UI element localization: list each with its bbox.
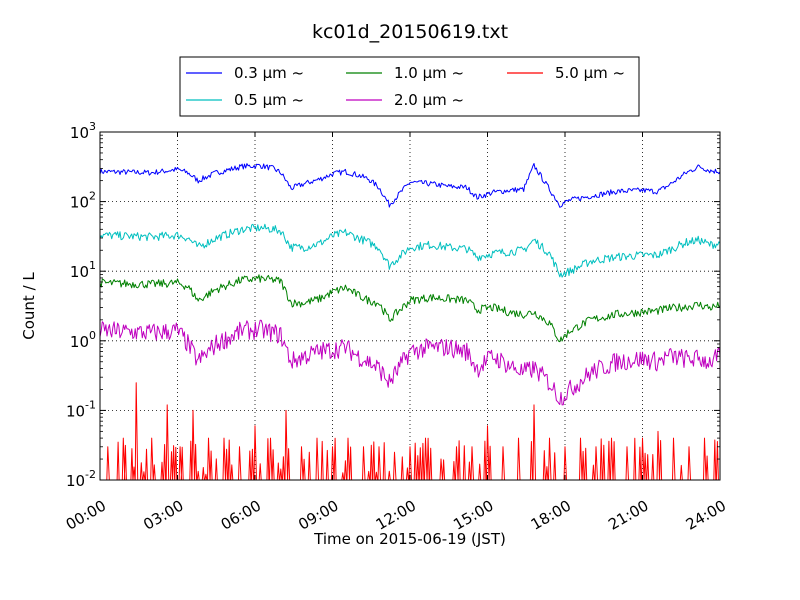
legend-entry-0-3: 0.3 μm ~ — [186, 64, 304, 82]
legend: 0.3 μm ~ 0.5 μm ~ 1.0 μm ~ 2.0 μm ~ 5.0 μm ~ — [179, 56, 640, 117]
legend-entry-2-0: 2.0 μm ~ — [346, 91, 464, 109]
legend-entry-1-0: 1.0 μm ~ — [346, 64, 464, 82]
x-axis-label: Time on 2015-06-19 (JST) — [313, 530, 506, 548]
series-0-5-line — [99, 223, 721, 278]
x-tick-labels: 00:00 03:00 06:00 09:00 12:00 15:00 18:00 21:00… — [63, 497, 729, 534]
legend-entry-0-5: 0.5 μm ~ — [186, 91, 304, 109]
y-tick-label: 101 — [70, 259, 96, 281]
y-tick-label: 103 — [70, 120, 96, 142]
chart-title: kc01d_20150619.txt — [312, 21, 508, 43]
x-tick-label: 18:00 — [528, 497, 574, 534]
legend-entry-5-0: 5.0 μm ~ — [507, 64, 625, 82]
series-1-0-line — [99, 274, 721, 343]
legend-label: 2.0 μm ~ — [394, 91, 464, 109]
grid — [100, 132, 720, 480]
y-tick-label: 100 — [70, 329, 96, 351]
legend-label: 0.3 μm ~ — [234, 64, 304, 82]
x-tick-label: 00:00 — [63, 497, 109, 534]
x-tick-label: 03:00 — [140, 497, 186, 534]
y-tick-label: 10-1 — [66, 398, 96, 420]
plot-area — [99, 131, 721, 481]
x-tick-label: 15:00 — [450, 497, 496, 534]
y-tick-label: 10-2 — [66, 468, 96, 490]
x-tick-label: 06:00 — [218, 497, 264, 534]
y-tick-labels: 10-2 10-1 100 101 102 103 — [66, 120, 96, 490]
ticks — [99, 131, 721, 481]
x-tick-label: 09:00 — [295, 497, 341, 534]
legend-label: 5.0 μm ~ — [555, 64, 625, 82]
y-tick-label: 102 — [70, 190, 96, 212]
series-2-0-line — [99, 319, 721, 406]
x-tick-label: 12:00 — [373, 497, 419, 534]
legend-entries: 0.3 μm ~ 0.5 μm ~ 1.0 μm ~ 2.0 μm ~ 5.0 μm ~ — [186, 64, 625, 109]
series-0-3-line — [99, 163, 721, 208]
legend-frame — [179, 56, 640, 117]
x-tick-label: 21:00 — [605, 497, 651, 534]
x-tick-label: 24:00 — [683, 497, 729, 534]
y-axis-label: Count / L — [20, 272, 38, 340]
legend-label: 0.5 μm ~ — [234, 91, 304, 109]
legend-label: 1.0 μm ~ — [394, 64, 464, 82]
plot-background — [100, 132, 720, 480]
